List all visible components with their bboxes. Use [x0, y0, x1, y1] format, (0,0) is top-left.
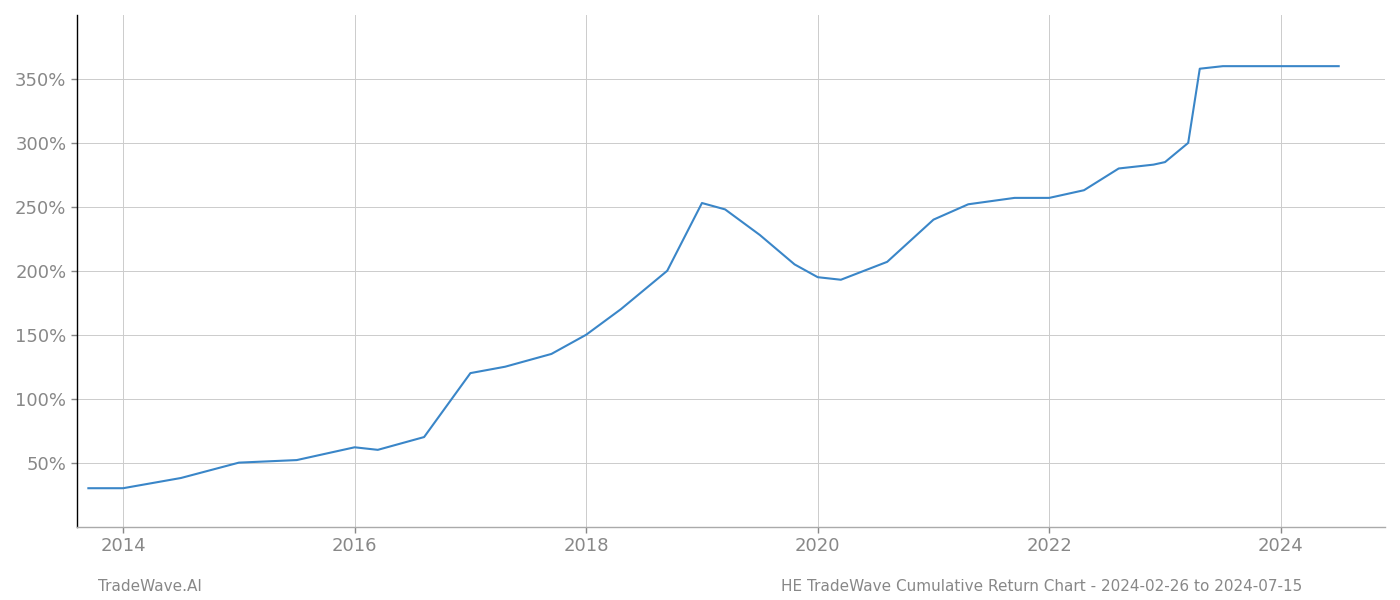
Text: HE TradeWave Cumulative Return Chart - 2024-02-26 to 2024-07-15: HE TradeWave Cumulative Return Chart - 2…	[781, 579, 1302, 594]
Text: TradeWave.AI: TradeWave.AI	[98, 579, 202, 594]
